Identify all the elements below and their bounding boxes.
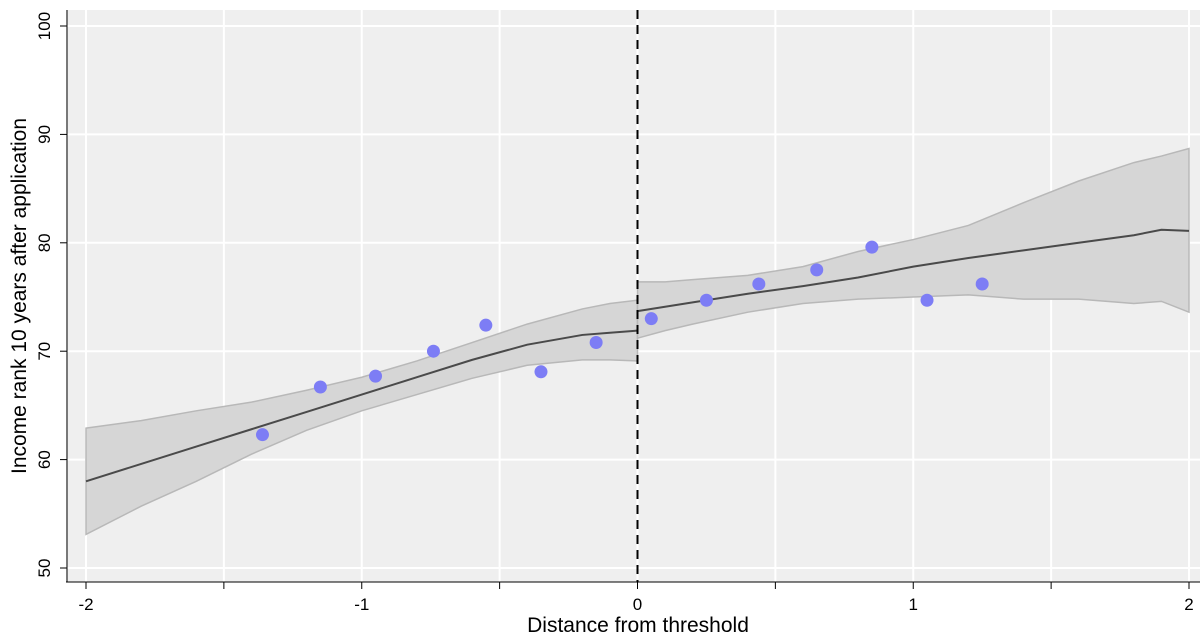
x-tick-label: 0	[633, 595, 642, 614]
y-tick-label: 90	[35, 125, 54, 144]
data-point	[255, 428, 269, 442]
data-point	[699, 293, 713, 307]
fit-line-fit_left	[85, 329, 638, 483]
data-point	[369, 369, 383, 383]
x-tick-label: 1	[909, 595, 918, 614]
data-points	[255, 240, 989, 442]
x-tick-label: -2	[78, 595, 93, 614]
data-point	[810, 263, 824, 277]
data-point	[644, 312, 658, 326]
axes	[60, 10, 1200, 589]
data-point	[534, 365, 548, 379]
data-point	[975, 277, 989, 291]
fit-lines	[85, 228, 1190, 483]
y-tick-label: 100	[35, 12, 54, 40]
x-tick-label: -1	[354, 595, 369, 614]
data-point	[752, 277, 766, 291]
data-point	[313, 380, 327, 394]
data-point	[920, 293, 934, 307]
y-tick-label: 50	[35, 559, 54, 578]
y-tick-label: 80	[35, 233, 54, 252]
x-axis-title: Distance from threshold	[527, 614, 749, 637]
data-point	[426, 344, 440, 358]
x-tick-label: 2	[1184, 595, 1193, 614]
y-tick-label: 70	[35, 342, 54, 361]
fit-line-fit_right	[637, 228, 1190, 313]
data-point	[479, 318, 493, 332]
tick-labels: -2 -1 0 1 2 50 60 70 80 90 100	[35, 12, 1194, 614]
y-tick-label: 60	[35, 450, 54, 469]
y-axis-title: Income rank 10 years after application	[8, 118, 31, 474]
data-point	[865, 240, 879, 254]
data-point	[589, 336, 603, 350]
